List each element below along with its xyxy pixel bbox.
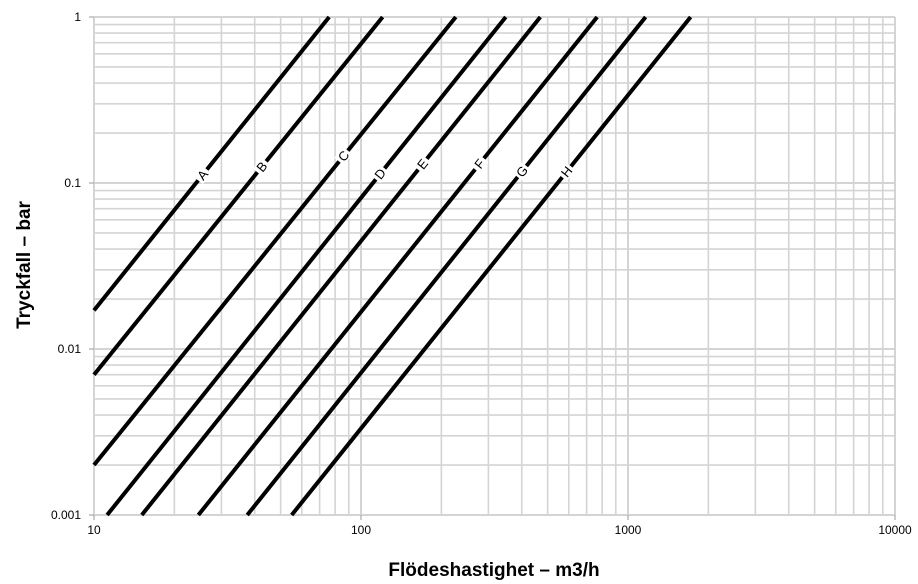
y-tick-label: 0.01 (58, 342, 82, 356)
series-line-b (92, 15, 385, 376)
series-lines: A B CD E F G H (92, 15, 693, 517)
x-tick-label: 10000 (878, 523, 912, 537)
series-line-d (105, 15, 508, 517)
series-label-f: F (470, 154, 489, 174)
x-tick-label: 100 (351, 523, 371, 537)
series-label-a: A (193, 165, 212, 185)
series-label-e: E (413, 154, 432, 174)
y-axis-title: Tryckfall – bar (14, 200, 35, 328)
series-label-background (252, 157, 271, 176)
series-label-d: D (371, 164, 390, 184)
series-label-g: G (512, 162, 532, 181)
series-line-a (92, 15, 331, 312)
series-label-background (512, 162, 532, 181)
series-label-background (334, 146, 353, 166)
series-line-c (92, 15, 458, 467)
series-label-b: B (252, 157, 271, 176)
series-label-background (193, 165, 212, 185)
series-line-e (140, 15, 542, 517)
grid (89, 16, 896, 520)
series-label-c: C (334, 146, 353, 166)
x-tick-label: 1000 (615, 523, 642, 537)
series-label-background (470, 154, 489, 174)
series-label-background (371, 164, 390, 184)
series-line-h (290, 15, 693, 517)
series-label-background (557, 162, 576, 181)
x-axis-title: Flödeshastighet – m3/h (388, 560, 599, 581)
series-label-h: H (557, 162, 576, 181)
y-tick-label: 0.001 (51, 508, 81, 522)
x-tick-label: 10 (87, 523, 101, 537)
series-line-f (196, 15, 599, 517)
tick-labels: 10 100 1000 10000 0.001 0.01 0.1 1 (51, 10, 912, 537)
series-label-background (413, 154, 432, 174)
y-tick-label: 1 (74, 10, 81, 24)
y-tick-label: 0.1 (64, 176, 81, 190)
series-line-g (245, 15, 648, 517)
